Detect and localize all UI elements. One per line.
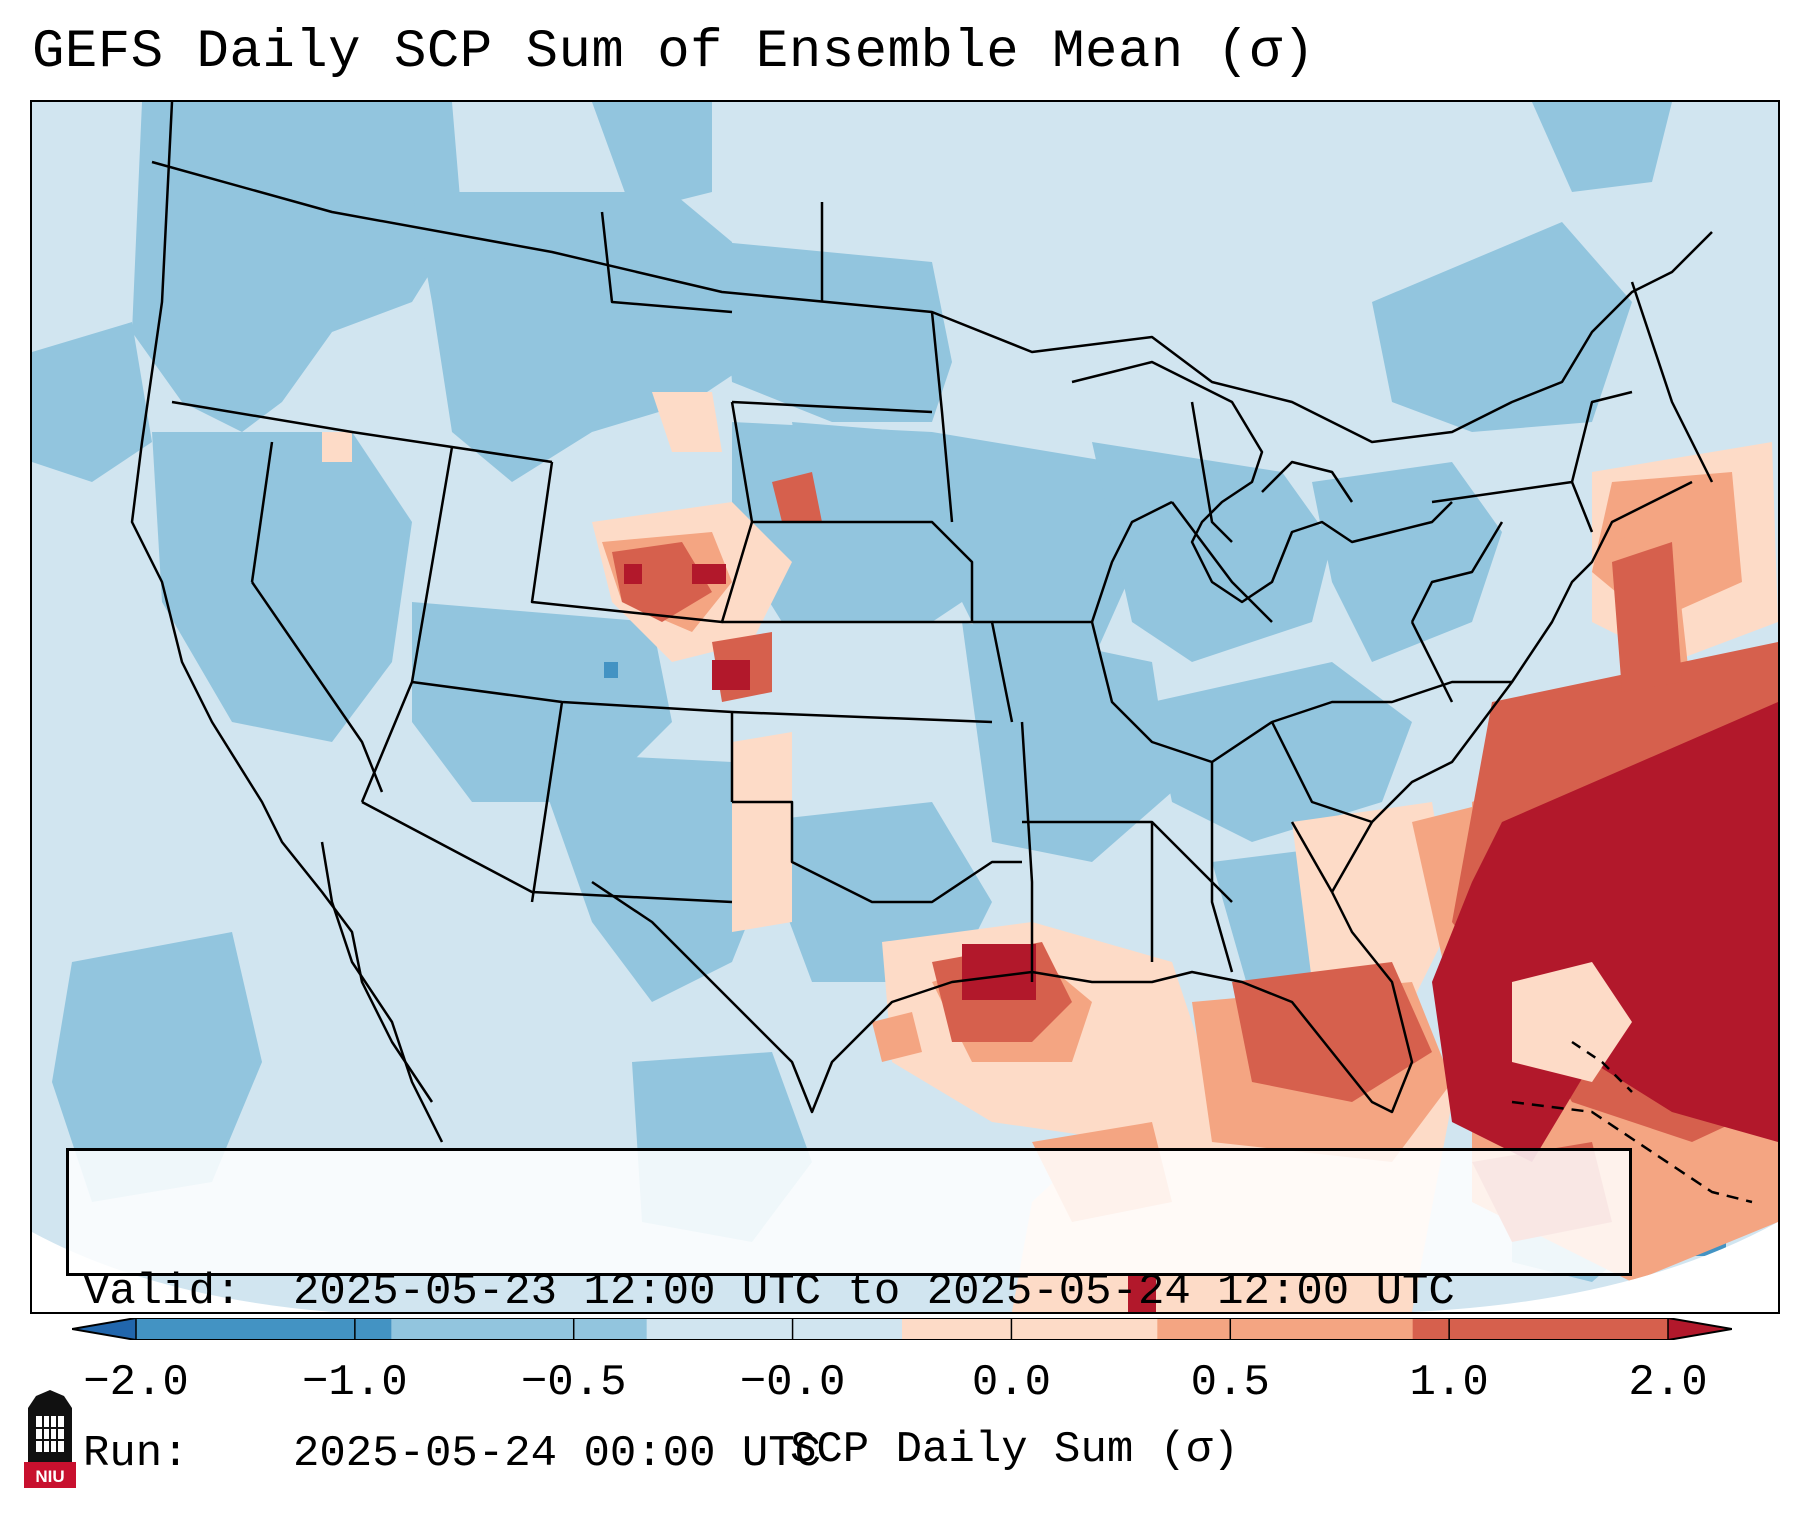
colorbar-extend-high [1668, 1318, 1732, 1340]
colorbar-tick-label: −0.0 [739, 1358, 846, 1408]
colorbar-extend-low [72, 1318, 136, 1340]
map-canvas [32, 102, 1778, 1312]
colorbar-tick-label: 2.0 [1628, 1358, 1708, 1408]
colorbar-segment [391, 1318, 648, 1340]
colorbar-tick-label: 0.5 [1190, 1358, 1270, 1408]
map-panel [30, 100, 1780, 1314]
niu-logo: NIU [24, 1390, 76, 1488]
valid-row: Valid: 2025-05-23 12:00 UTC to 2025-05-24… [83, 1265, 1615, 1319]
colorbar-segment [646, 1318, 903, 1340]
colorbar-tick-label: 1.0 [1409, 1358, 1489, 1408]
map-title: GEFS Daily SCP Sum of Ensemble Mean (σ) [32, 22, 1316, 83]
colorbar-tick-label: −1.0 [302, 1358, 408, 1408]
colorbar-segment [1157, 1318, 1414, 1340]
valid-run-info: Valid: 2025-05-23 12:00 UTC to 2025-05-24… [66, 1148, 1632, 1479]
colorbar-segment [1412, 1318, 1669, 1340]
valid-label: Valid: [83, 1267, 242, 1317]
colorbar-segment [136, 1318, 392, 1340]
run-label: Run: [83, 1429, 189, 1479]
colorbar [72, 1318, 1732, 1340]
valid-value: 2025-05-23 12:00 UTC to 2025-05-24 12:00… [293, 1267, 1455, 1317]
colorbar-label: SCP Daily Sum (σ) [790, 1425, 1239, 1475]
scp-field [32, 102, 1778, 1312]
colorbar-tick-label: 0.0 [971, 1358, 1052, 1408]
colorbar-tick-label: −2.0 [83, 1358, 189, 1408]
colorbar-tick-label: −0.5 [520, 1358, 627, 1408]
logo-text: NIU [35, 1467, 64, 1486]
run-row: Run: 2025-05-24 00:00 UTC [83, 1427, 1615, 1481]
run-value: 2025-05-24 00:00 UTC [293, 1429, 822, 1479]
colorbar-segment [902, 1318, 1158, 1340]
map-boundaries [130, 102, 1753, 1204]
